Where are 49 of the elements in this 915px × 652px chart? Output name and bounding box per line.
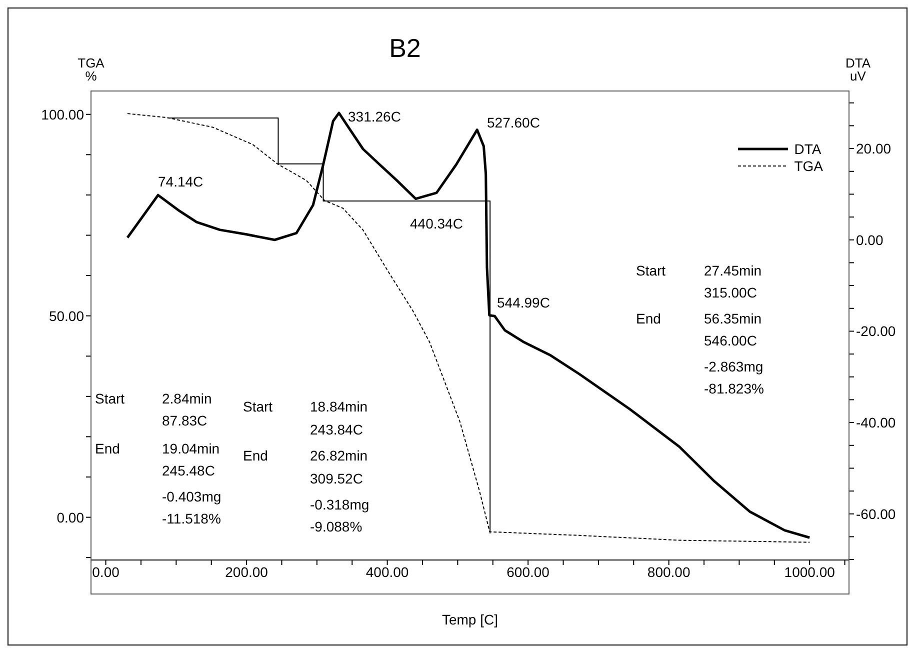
legend-label: DTA xyxy=(794,140,822,156)
y2-tick-label: 20.00 xyxy=(856,140,892,157)
x-tick-label: 1000.00 xyxy=(784,564,836,580)
annotation: 527.60C xyxy=(487,114,540,131)
annotation: 87.83C xyxy=(162,412,208,429)
y2-tick-label: -20.00 xyxy=(856,323,896,340)
annotation: -0.318mg xyxy=(310,496,370,513)
annotation: -9.088% xyxy=(310,518,362,535)
annotation: 18.84min xyxy=(310,398,368,415)
y-axis-title: TGA % xyxy=(78,55,105,84)
annotation: End xyxy=(243,448,268,464)
x-axis-title: Temp [C] xyxy=(442,612,498,628)
annotation: 27.45min xyxy=(704,262,762,279)
annotation: 19.04min xyxy=(162,440,220,457)
chart-title: B2 xyxy=(389,32,421,63)
annotation: 2.84min xyxy=(162,390,212,407)
y-tick-label: 100.00 xyxy=(41,106,84,122)
annotation: 26.82min xyxy=(310,448,368,464)
annotation: Start xyxy=(243,398,273,415)
annotation: -2.863mg xyxy=(704,358,764,375)
annotation: 243.84C xyxy=(310,422,363,438)
legend-label: TGA xyxy=(794,158,823,174)
annotation: End xyxy=(95,440,120,457)
annotation: 546.00C xyxy=(704,332,757,349)
y-tick-label: 0.00 xyxy=(56,509,84,526)
annotation: 245.48C xyxy=(162,462,215,479)
x-tick-label: 400.00 xyxy=(366,564,409,580)
annotation: 331.26C xyxy=(348,108,401,125)
y-tick-label: 50.00 xyxy=(48,308,84,324)
y2-tick-label: 0.00 xyxy=(856,232,884,248)
annotation: 315.00C xyxy=(704,284,757,301)
annotation: -0.403mg xyxy=(162,488,222,505)
annotation: 440.34C xyxy=(410,216,463,232)
annotation: 544.99C xyxy=(497,294,550,311)
y2-tick-label: -60.00 xyxy=(856,506,896,522)
annotation: 56.35min xyxy=(704,310,762,327)
annotation: 309.52C xyxy=(310,470,363,487)
y2-axis-title: DTA uV xyxy=(845,55,871,84)
x-tick-label: 0.00 xyxy=(92,564,120,580)
annotation: -81.823% xyxy=(704,380,764,397)
annotation: -11.518% xyxy=(162,510,221,527)
annotation: Start xyxy=(95,390,125,407)
x-tick-label: 200.00 xyxy=(225,564,268,580)
annotation: 74.14C xyxy=(158,174,204,190)
x-tick-label: 600.00 xyxy=(506,564,550,580)
y2-tick-label: -40.00 xyxy=(856,414,896,431)
annotation: End xyxy=(636,310,661,327)
annotation: Start xyxy=(636,262,666,279)
x-tick-label: 800.00 xyxy=(647,564,690,580)
